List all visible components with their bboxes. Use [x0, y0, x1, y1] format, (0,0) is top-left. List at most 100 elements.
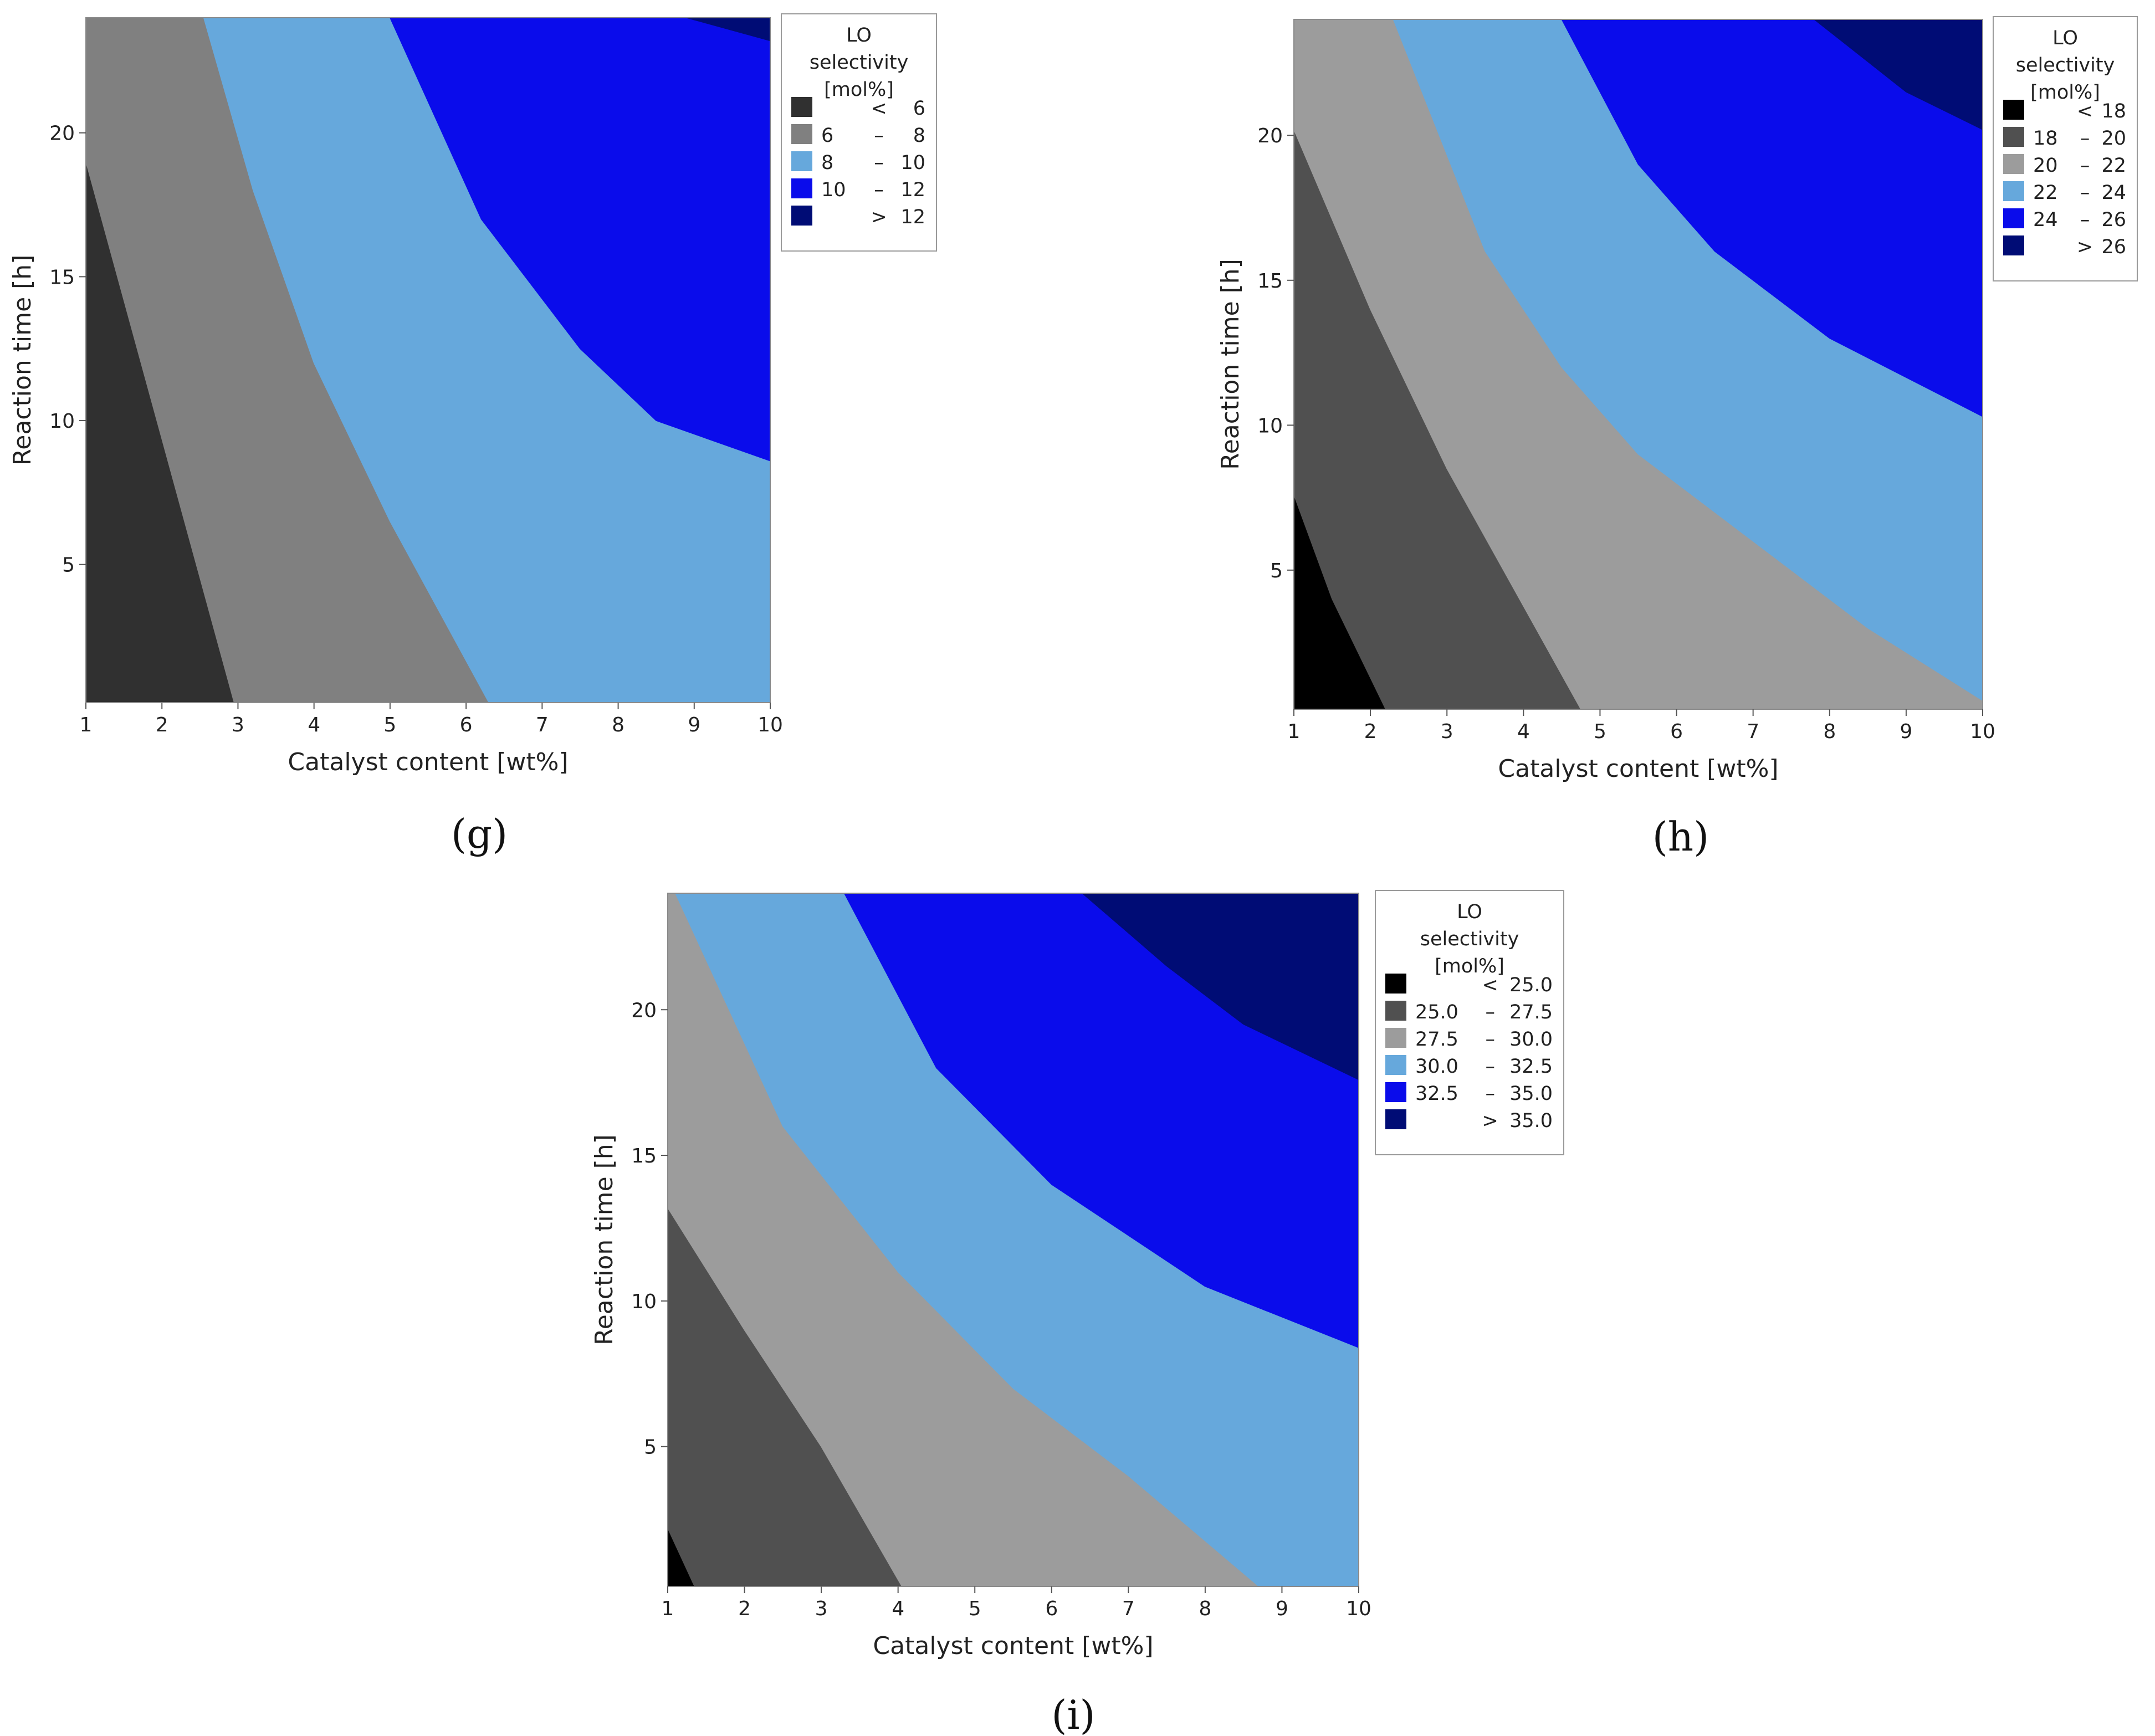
- legend-swatch: [791, 151, 812, 171]
- legend-swatch: [2003, 100, 2024, 120]
- legend-swatch: [1385, 1028, 1406, 1048]
- y-tick-label: 5: [1270, 560, 1283, 582]
- x-tick-label: 3: [232, 714, 244, 736]
- legend-sep: –: [874, 179, 884, 201]
- x-tick-label: 2: [738, 1597, 751, 1620]
- legend-sep: –: [2080, 209, 2090, 231]
- x-tick-label: 5: [969, 1597, 981, 1620]
- legend-title: selectivity: [2016, 54, 2115, 76]
- panel-caption: (i): [1051, 1692, 1095, 1736]
- legend-title: LO: [2052, 27, 2078, 49]
- x-tick-label: 2: [156, 714, 168, 736]
- legend-swatch: [791, 124, 812, 144]
- legend-high: 25.0: [1509, 974, 1553, 996]
- legend-high: 26: [2101, 209, 2126, 231]
- x-tick-label: 7: [536, 714, 549, 736]
- x-axis-label: Catalyst content [wt%]: [1498, 755, 1778, 783]
- legend-high: 26: [2101, 236, 2126, 258]
- y-tick-label: 10: [49, 410, 75, 433]
- legend-high: 20: [2101, 127, 2126, 150]
- y-tick-label: 10: [1257, 414, 1283, 437]
- legend-swatch: [2003, 235, 2024, 255]
- y-axis-label: Reaction time [h]: [8, 255, 37, 466]
- plot-frame: [667, 893, 1359, 1587]
- legend-high: 12: [900, 179, 925, 201]
- legend-sep: <: [2077, 100, 2093, 122]
- legend-high: 22: [2101, 155, 2126, 177]
- legend-low: 25.0: [1415, 1001, 1458, 1023]
- legend-swatch: [791, 178, 812, 198]
- legend-high: 27.5: [1509, 1001, 1553, 1023]
- legend-box: [1375, 890, 1564, 1155]
- legend-title: selectivity: [1420, 928, 1519, 950]
- legend-low: 22: [2033, 182, 2058, 204]
- x-tick-label: 8: [1823, 720, 1836, 743]
- legend-title: [mol%]: [1435, 955, 1504, 977]
- legend-high: 35.0: [1509, 1110, 1553, 1132]
- legend-sep: –: [1485, 1056, 1495, 1078]
- x-tick-label: 4: [892, 1597, 904, 1620]
- x-tick-label: 4: [1517, 720, 1530, 743]
- y-tick-label: 5: [644, 1436, 657, 1459]
- legend-swatch: [1385, 1109, 1406, 1129]
- x-tick-label: 5: [1594, 720, 1606, 743]
- x-tick-label: 9: [1276, 1597, 1288, 1620]
- legend-high: 32.5: [1509, 1056, 1553, 1078]
- legend-swatch: [1385, 1001, 1406, 1021]
- legend-sep: –: [2080, 155, 2090, 177]
- legend-sep: <: [1482, 974, 1498, 996]
- y-tick-label: 15: [1257, 270, 1283, 293]
- x-tick-label: 1: [1288, 720, 1301, 743]
- x-tick-label: 9: [1900, 720, 1912, 743]
- legend-sep: >: [871, 206, 887, 228]
- x-tick-label: 6: [460, 714, 473, 736]
- legend-swatch: [791, 97, 812, 117]
- legend-high: 8: [913, 125, 925, 147]
- y-tick-label: 10: [631, 1291, 657, 1313]
- legend-title: LO: [846, 24, 872, 47]
- contour-panel-2: 1 2 3 4 5 6 7 8 9 10 5 10 15 20 Catalyst content [wt%]…: [1216, 16, 2138, 860]
- legend-swatch: [2003, 154, 2024, 174]
- x-tick-label: 7: [1122, 1597, 1135, 1620]
- legend-title: selectivity: [810, 52, 909, 74]
- x-tick-label: 9: [688, 714, 700, 736]
- y-axis-label: Reaction time [h]: [1216, 259, 1245, 470]
- legend-high: 18: [2101, 100, 2126, 122]
- x-tick-label: 4: [308, 714, 320, 736]
- y-tick-label: 20: [49, 122, 75, 145]
- y-tick-label: 15: [49, 266, 75, 289]
- legend-high: 12: [900, 206, 925, 228]
- legend-sep: –: [2080, 127, 2090, 150]
- legend-low: 8: [821, 152, 833, 174]
- legend-sep: –: [1485, 1001, 1495, 1023]
- legend-sep: –: [2080, 182, 2090, 204]
- legend-low: 20: [2033, 155, 2058, 177]
- legend-low: 24: [2033, 209, 2058, 231]
- legend-title: LO: [1457, 901, 1482, 923]
- y-tick-label: 5: [62, 554, 75, 577]
- legend-swatch: [1385, 1082, 1406, 1102]
- x-tick-label: 1: [662, 1597, 674, 1620]
- legend-low: 30.0: [1415, 1056, 1458, 1078]
- y-tick-label: 15: [631, 1145, 657, 1167]
- legend-swatch: [2003, 127, 2024, 147]
- legend-swatch: [791, 206, 812, 226]
- legend-high: 35.0: [1509, 1083, 1553, 1105]
- x-tick-label: 8: [612, 714, 625, 736]
- legend-low: 18: [2033, 127, 2058, 150]
- plot-frame: [1293, 19, 1983, 710]
- legend-sep: –: [1485, 1083, 1495, 1105]
- legend-sep: –: [874, 125, 884, 147]
- x-tick-label: 6: [1670, 720, 1683, 743]
- x-tick-label: 3: [1441, 720, 1453, 743]
- legend-title: [mol%]: [2030, 81, 2100, 104]
- x-tick-label: 10: [1346, 1597, 1371, 1620]
- legend-sep: >: [1482, 1110, 1498, 1132]
- y-tick-label: 20: [631, 999, 657, 1022]
- legend-sep: –: [1485, 1028, 1495, 1051]
- x-tick-label: 6: [1045, 1597, 1058, 1620]
